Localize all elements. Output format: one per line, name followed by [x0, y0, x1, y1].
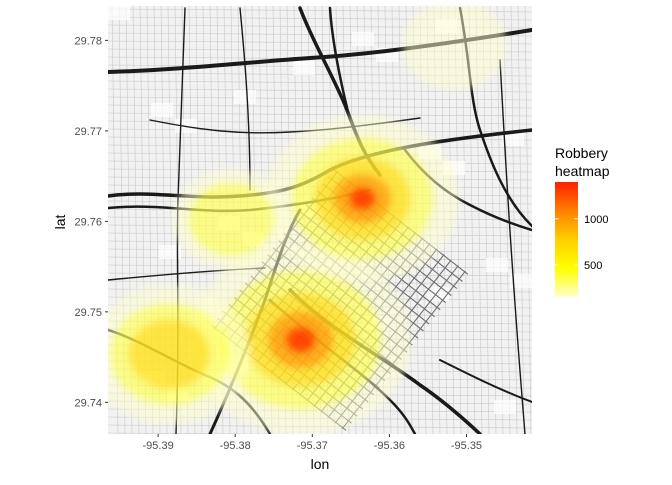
legend-tick-label-2: 1000 — [584, 214, 608, 226]
legend-title-line-2: heatmap — [555, 163, 610, 179]
legend-ticks: 500 1000 — [555, 214, 608, 272]
y-tick-label-5: 29.78 — [74, 35, 102, 47]
y-tick-label-4: 29.77 — [74, 126, 102, 138]
x-tick-label-3: -95.37 — [297, 440, 328, 452]
hotspot-5 — [403, 6, 507, 90]
hotspot-3 — [108, 284, 251, 425]
y-tick-label-2: 29.75 — [74, 307, 102, 319]
hotspot-1 — [190, 244, 411, 434]
x-tick-label-2: -95.38 — [220, 440, 251, 452]
legend-title-line-1: Robbery — [555, 145, 608, 161]
y-axis: 29.74 29.75 29.76 29.77 29.78 — [74, 35, 108, 409]
x-tick-label-1: -95.39 — [143, 440, 174, 452]
legend-tick-label-1: 500 — [584, 260, 602, 272]
x-tick-label-4: -95.36 — [374, 440, 405, 452]
legend: Robbery heatmap 500 1000 — [555, 145, 610, 297]
legend-colorbar — [555, 182, 578, 297]
y-axis-title: lat — [52, 215, 68, 230]
x-axis: -95.39 -95.38 -95.37 -95.36 -95.35 — [143, 434, 482, 452]
heatmap-layer — [108, 6, 507, 434]
hotspot-4 — [173, 169, 290, 270]
y-tick-label-1: 29.74 — [74, 397, 102, 409]
map-panel — [108, 6, 532, 434]
hotspot-2 — [265, 115, 460, 283]
x-axis-title: lon — [311, 456, 330, 472]
y-tick-label-3: 29.76 — [74, 216, 102, 228]
x-tick-label-5: -95.35 — [451, 440, 482, 452]
